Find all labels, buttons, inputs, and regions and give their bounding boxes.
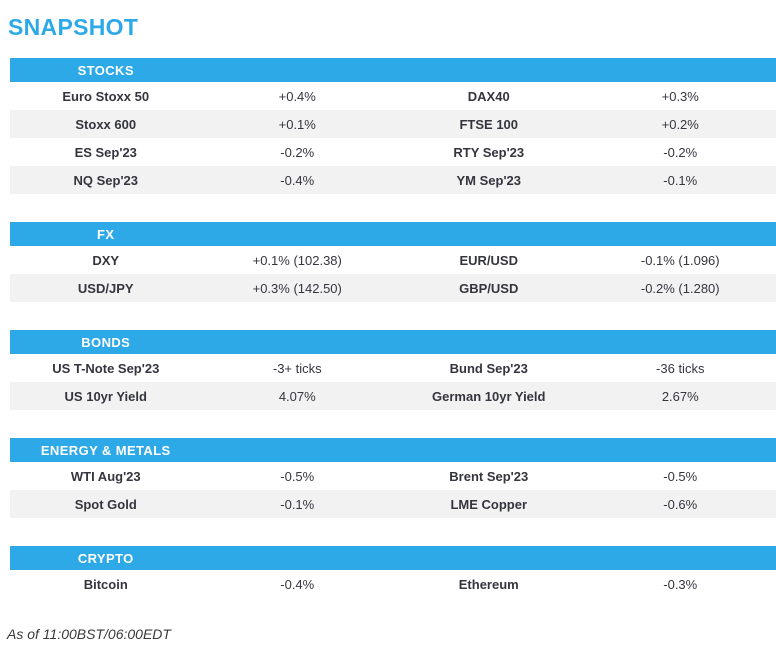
table-row: DXY+0.1% (102.38)EUR/USD-0.1% (1.096) xyxy=(10,246,776,274)
table-row: USD/JPY+0.3% (142.50)GBP/USD-0.2% (1.280… xyxy=(10,274,776,302)
instrument-label: Spot Gold xyxy=(10,497,202,512)
instrument-value: -0.4% xyxy=(202,577,394,592)
instrument-label: FTSE 100 xyxy=(393,117,585,132)
table-row: Spot Gold-0.1%LME Copper-0.6% xyxy=(10,490,776,518)
instrument-label: Ethereum xyxy=(393,577,585,592)
section-header-fx: FX xyxy=(10,222,776,246)
instrument-label: WTI Aug'23 xyxy=(10,469,202,484)
instrument-label: Bitcoin xyxy=(10,577,202,592)
instrument-value: -0.2% xyxy=(585,145,776,160)
section-header-energy-metals: ENERGY & METALS xyxy=(10,438,776,462)
section-rows: DXY+0.1% (102.38)EUR/USD-0.1% (1.096)USD… xyxy=(10,246,776,302)
instrument-label: NQ Sep'23 xyxy=(10,173,202,188)
section-rows: Bitcoin-0.4%Ethereum-0.3% xyxy=(10,570,776,598)
instrument-label: USD/JPY xyxy=(10,281,202,296)
section-title: ENERGY & METALS xyxy=(10,443,202,458)
section-title: BONDS xyxy=(10,335,202,350)
instrument-value: -0.2% xyxy=(202,145,394,160)
instrument-value: -0.3% xyxy=(585,577,776,592)
section-title: CRYPTO xyxy=(10,551,202,566)
section-rows: Euro Stoxx 50+0.4%DAX40+0.3%Stoxx 600+0.… xyxy=(10,82,776,194)
section-crypto: CRYPTO Bitcoin-0.4%Ethereum-0.3% xyxy=(10,546,776,598)
instrument-value: -0.5% xyxy=(202,469,394,484)
instrument-label: US T-Note Sep'23 xyxy=(10,361,202,376)
instrument-label: DAX40 xyxy=(393,89,585,104)
instrument-value: +0.1% xyxy=(202,117,394,132)
table-row: NQ Sep'23-0.4%YM Sep'23-0.1% xyxy=(10,166,776,194)
instrument-label: ES Sep'23 xyxy=(10,145,202,160)
as-of-timestamp: As of 11:00BST/06:00EDT xyxy=(7,626,776,642)
instrument-value: -36 ticks xyxy=(585,361,776,376)
instrument-label: LME Copper xyxy=(393,497,585,512)
instrument-label: EUR/USD xyxy=(393,253,585,268)
instrument-label: RTY Sep'23 xyxy=(393,145,585,160)
instrument-value: 2.67% xyxy=(585,389,776,404)
instrument-label: GBP/USD xyxy=(393,281,585,296)
instrument-value: -3+ ticks xyxy=(202,361,394,376)
table-row: ES Sep'23-0.2%RTY Sep'23-0.2% xyxy=(10,138,776,166)
instrument-value: -0.4% xyxy=(202,173,394,188)
section-title: STOCKS xyxy=(10,63,202,78)
instrument-label: DXY xyxy=(10,253,202,268)
page-title: SNAPSHOT xyxy=(8,14,776,41)
instrument-label: Euro Stoxx 50 xyxy=(10,89,202,104)
instrument-value: -0.5% xyxy=(585,469,776,484)
instrument-value: -0.1% xyxy=(202,497,394,512)
section-header-stocks: STOCKS xyxy=(10,58,776,82)
instrument-value: -0.1% (1.096) xyxy=(585,253,776,268)
section-rows: WTI Aug'23-0.5%Brent Sep'23-0.5%Spot Gol… xyxy=(10,462,776,518)
instrument-label: Bund Sep'23 xyxy=(393,361,585,376)
instrument-value: -0.1% xyxy=(585,173,776,188)
instrument-value: +0.3% xyxy=(585,89,776,104)
instrument-label: Brent Sep'23 xyxy=(393,469,585,484)
instrument-label: Stoxx 600 xyxy=(10,117,202,132)
section-title: FX xyxy=(10,227,202,242)
instrument-value: +0.2% xyxy=(585,117,776,132)
instrument-value: 4.07% xyxy=(202,389,394,404)
instrument-value: +0.3% (142.50) xyxy=(202,281,394,296)
section-header-bonds: BONDS xyxy=(10,330,776,354)
table-row: Bitcoin-0.4%Ethereum-0.3% xyxy=(10,570,776,598)
table-row: Stoxx 600+0.1%FTSE 100+0.2% xyxy=(10,110,776,138)
instrument-label: YM Sep'23 xyxy=(393,173,585,188)
instrument-value: +0.1% (102.38) xyxy=(202,253,394,268)
instrument-label: German 10yr Yield xyxy=(393,389,585,404)
table-row: WTI Aug'23-0.5%Brent Sep'23-0.5% xyxy=(10,462,776,490)
instrument-value: -0.6% xyxy=(585,497,776,512)
table-row: Euro Stoxx 50+0.4%DAX40+0.3% xyxy=(10,82,776,110)
instrument-value: -0.2% (1.280) xyxy=(585,281,776,296)
instrument-label: US 10yr Yield xyxy=(10,389,202,404)
instrument-value: +0.4% xyxy=(202,89,394,104)
section-header-crypto: CRYPTO xyxy=(10,546,776,570)
